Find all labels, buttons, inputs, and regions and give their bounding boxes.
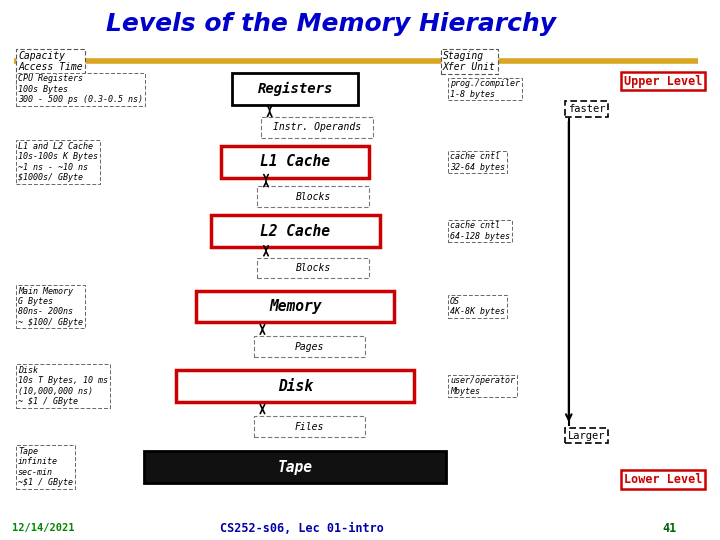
Text: faster: faster (568, 104, 606, 114)
Text: L1 Cache: L1 Cache (260, 154, 330, 170)
FancyBboxPatch shape (144, 451, 446, 483)
FancyBboxPatch shape (232, 73, 359, 105)
Text: user/operator
Mbytes: user/operator Mbytes (450, 376, 515, 396)
Text: Pages: Pages (295, 342, 324, 352)
Text: Tape: Tape (278, 460, 312, 475)
Text: Levels of the Memory Hierarchy: Levels of the Memory Hierarchy (107, 12, 557, 36)
Text: Memory: Memory (269, 299, 321, 314)
Text: Disk
10s T Bytes, 10 ms
(10,000,000 ns)
~ $1 / GByte: Disk 10s T Bytes, 10 ms (10,000,000 ns) … (18, 366, 108, 406)
Text: Capacity
Access Time
Cost: Capacity Access Time Cost (18, 51, 83, 84)
Text: L1 and L2 Cache
10s-100s K Bytes
~1 ns - ~10 ns
$1000s/ GByte: L1 and L2 Cache 10s-100s K Bytes ~1 ns -… (18, 142, 98, 182)
FancyBboxPatch shape (176, 370, 414, 402)
Text: OS
4K-8K bytes: OS 4K-8K bytes (450, 297, 505, 316)
Text: Lower Level: Lower Level (624, 473, 702, 486)
Text: Upper Level: Upper Level (624, 75, 702, 87)
FancyBboxPatch shape (196, 291, 395, 322)
Text: 12/14/2021: 12/14/2021 (12, 523, 74, 533)
Text: Blocks: Blocks (296, 192, 330, 201)
Text: Larger: Larger (568, 431, 606, 441)
Text: cache cntl
32-64 bytes: cache cntl 32-64 bytes (450, 152, 505, 172)
Text: Disk: Disk (278, 379, 312, 394)
FancyBboxPatch shape (258, 186, 369, 207)
Text: 41: 41 (662, 522, 677, 535)
Text: L2 Cache: L2 Cache (260, 224, 330, 239)
Text: cache cntl
64-128 bytes: cache cntl 64-128 bytes (450, 221, 510, 241)
FancyBboxPatch shape (261, 117, 373, 138)
FancyBboxPatch shape (222, 146, 369, 178)
Text: CPU Registers
100s Bytes
300 - 500 ps (0.3-0.5 ns): CPU Registers 100s Bytes 300 - 500 ps (0… (18, 74, 143, 104)
Text: Blocks: Blocks (296, 263, 330, 273)
Text: Main Memory
G Bytes
80ns- 200ns
~ $100/ GByte: Main Memory G Bytes 80ns- 200ns ~ $100/ … (18, 287, 83, 327)
Text: Registers: Registers (258, 82, 333, 96)
Text: Tape
infinite
sec-min
~$1 / GByte: Tape infinite sec-min ~$1 / GByte (18, 447, 73, 487)
Text: Files: Files (295, 422, 324, 431)
FancyBboxPatch shape (253, 336, 365, 357)
Text: CS252-s06, Lec 01-intro: CS252-s06, Lec 01-intro (220, 522, 384, 535)
FancyBboxPatch shape (253, 416, 365, 437)
Text: prog./compiler
1-8 bytes: prog./compiler 1-8 bytes (450, 79, 520, 99)
FancyBboxPatch shape (210, 215, 380, 247)
Text: Instr. Operands: Instr. Operands (273, 123, 361, 132)
FancyBboxPatch shape (258, 258, 369, 278)
Text: Staging
Xfer Unit: Staging Xfer Unit (443, 51, 495, 72)
